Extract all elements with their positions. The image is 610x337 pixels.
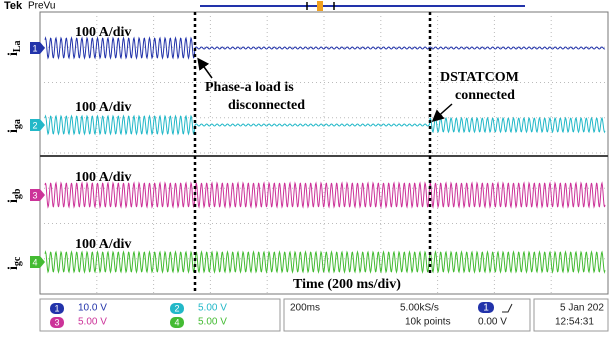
timebase: 200ms (290, 303, 320, 314)
trigger-source: 1 (483, 303, 489, 314)
channel-marker: 3 (32, 190, 37, 200)
sample-rate: 5.00kS/s (400, 303, 439, 314)
trigger-position (317, 1, 323, 11)
channel-scale: 100 A/div (75, 100, 131, 115)
channel-id: 4 (174, 317, 179, 327)
channel-volts: 5.00 V (198, 317, 227, 328)
brand: Tek (4, 0, 23, 12)
channel-id: 3 (54, 317, 59, 327)
channel-volts: 10.0 V (78, 303, 107, 314)
channel-volts: 5.00 V (198, 303, 227, 314)
channel-marker: 2 (32, 120, 37, 130)
channel-volts: 5.00 V (78, 317, 107, 328)
channel-name-sub: gb (12, 188, 23, 199)
channel-box (40, 299, 280, 331)
oscilloscope-screen: Tek PreVu 1iLa100 A/div2iga100 A/div3igb… (0, 0, 610, 332)
annotation: disconnected (228, 98, 305, 113)
trigger-level: 0.00 V (478, 317, 507, 328)
page: {"header": {"brand": "Tek", "mode": "Pre… (0, 0, 610, 332)
channel-id: 1 (54, 303, 59, 313)
channel-marker: 1 (32, 43, 37, 53)
annotation: DSTATCOM (440, 70, 519, 85)
channel-marker: 4 (32, 257, 37, 267)
time-label: Time (200 ms/div) (293, 277, 401, 292)
record-length: 10k points (405, 317, 451, 328)
channel-name-sub: gc (12, 256, 23, 266)
status-bar: 200ms 5.00kS/s 10k points 1 0.00 V 5 Jan… (40, 299, 608, 331)
channel-name-sub: ga (12, 119, 23, 129)
annotation: Phase-a load is (205, 80, 294, 95)
channel-id: 2 (174, 303, 179, 313)
channel-scale: 100 A/div (75, 25, 131, 40)
channel-scale: 100 A/div (75, 237, 131, 252)
annotation: connected (455, 88, 515, 103)
clock: 12:54:31 (555, 317, 594, 328)
channel-name-sub: La (12, 40, 23, 52)
channel-scale: 100 A/div (75, 170, 131, 185)
date: 5 Jan 202 (560, 303, 604, 314)
mode: PreVu (28, 1, 55, 12)
